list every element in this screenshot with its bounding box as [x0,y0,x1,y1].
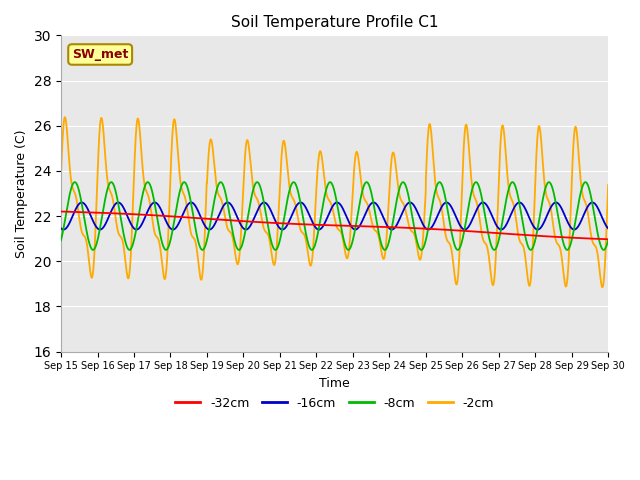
Y-axis label: Soil Temperature (C): Soil Temperature (C) [15,129,28,258]
X-axis label: Time: Time [319,377,350,390]
Title: Soil Temperature Profile C1: Soil Temperature Profile C1 [231,15,438,30]
Text: SW_met: SW_met [72,48,129,61]
Legend: -32cm, -16cm, -8cm, -2cm: -32cm, -16cm, -8cm, -2cm [170,392,499,415]
